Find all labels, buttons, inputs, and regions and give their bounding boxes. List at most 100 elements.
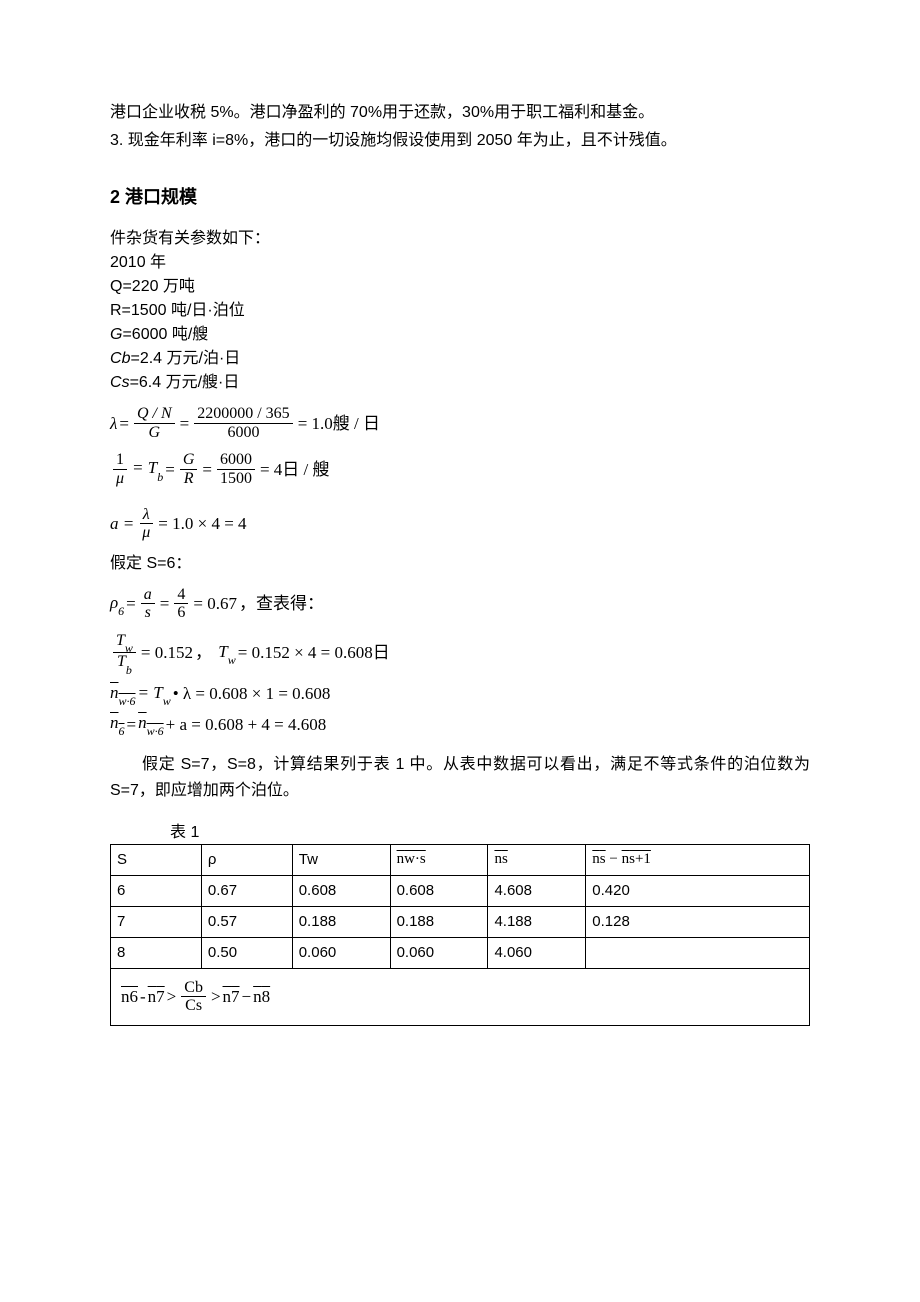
rho6-d2: 6 — [174, 604, 188, 622]
twtb-rs: T — [218, 642, 227, 661]
n6-ms: w·6 — [147, 724, 164, 738]
cell: 0.128 — [586, 906, 810, 937]
cell: 4.060 — [488, 937, 586, 968]
lambda-num2: 2200000 / 365 — [194, 405, 292, 424]
params-G-sym: G — [110, 326, 122, 343]
cell: 7 — [111, 906, 202, 937]
params-Cb-rest: =2.4 万元/泊·日 — [130, 350, 240, 367]
cell: 0.57 — [201, 906, 292, 937]
cell: 0.608 — [292, 875, 390, 906]
rho6-eq: = — [126, 595, 136, 612]
params-year: 2010 年 — [110, 251, 810, 275]
mu-n2: 6000 — [217, 451, 255, 470]
cell: 4.188 — [488, 906, 586, 937]
twtb-ns: w — [125, 641, 133, 655]
a-num: λ — [143, 506, 150, 523]
intro-line-2: 3. 现金年利率 i=8%，港口的一切设施均假设使用到 2050 年为止，且不计… — [110, 128, 810, 154]
a-lhs: a = — [110, 515, 134, 532]
cell: 0.50 — [201, 937, 292, 968]
formula-lambda: λ = Q / NG = 2200000 / 3656000 = 1.0艘 / … — [110, 405, 810, 441]
twtb-ds: b — [126, 663, 132, 677]
mu-result: = 4日 / 艘 — [260, 461, 330, 478]
n6-s: n — [110, 713, 119, 732]
twtb-n: T — [116, 632, 125, 649]
n6-rhs: + a = 0.608 + 4 = 4.608 — [166, 716, 327, 733]
rho6-res: = 0.67 — [193, 595, 237, 612]
formula-nw6: nw·6 = Tw • λ = 0.608 × 1 = 0.608 — [110, 684, 810, 704]
twtb-val: = 0.152 — [141, 644, 193, 661]
n6-sub: 6 — [119, 724, 125, 738]
table-row: 7 0.57 0.188 0.188 4.188 0.128 — [111, 906, 810, 937]
formula-TwTb: Tw Tb = 0.152 ， Tw = 0.152 × 4 = 0.608日 — [110, 632, 810, 674]
rho6-sub: 6 — [118, 604, 124, 618]
cell: 0.188 — [292, 906, 390, 937]
formula-a: a = λμ = 1.0 × 4 = 4 — [110, 506, 810, 542]
twtb-sep: ， — [195, 644, 212, 661]
n6-m: n — [138, 713, 147, 732]
mu-eq: = — [165, 461, 175, 478]
nw6-m: = T — [138, 683, 163, 702]
cell — [586, 937, 810, 968]
twtb-rhs: = 0.152 × 4 = 0.608日 — [238, 644, 390, 661]
assume-s6: 假定 S=6： — [110, 552, 810, 576]
params-Cb-sym: C — [110, 350, 122, 367]
lambda-den1: G — [149, 424, 161, 441]
rho6-n: a — [144, 586, 152, 603]
table-header-row: S ρ Tw nw·s ns ns − ns+1 — [111, 844, 810, 875]
mu-d1: R — [184, 470, 194, 487]
conclusion: 假定 S=7，S=8，计算结果列于表 1 中。从表中数据可以看出，满足不等式条件… — [110, 752, 810, 803]
params-Q: Q=220 万吨 — [110, 275, 810, 299]
table-inequality-row: n6 - n7 > Cb Cs > n7 − n8 — [111, 968, 810, 1025]
formula-mu: 1μ = Tb = GR = 60001500 = 4日 / 艘 — [110, 451, 810, 487]
th-ns: ns — [488, 844, 586, 875]
th-S: S — [111, 844, 202, 875]
params-Cb: Cb=2.4 万元/泊·日 — [110, 347, 810, 371]
params-lead: 件杂货有关参数如下： — [110, 227, 810, 251]
params-G: G=6000 吨/艘 — [110, 323, 810, 347]
page: 港口企业收税 5%。港口净盈利的 70%用于还款，30%用于职工福利和基金。 3… — [0, 0, 920, 1086]
nw6-sub: w·6 — [119, 694, 136, 708]
mu-d2: 1500 — [217, 470, 255, 488]
cell: 6 — [111, 875, 202, 906]
params-Cs-sub: s — [122, 374, 130, 391]
twtb-rss: w — [228, 653, 236, 667]
rho6-d: s — [145, 604, 151, 621]
mu-den: μ — [116, 470, 124, 487]
cell: 0.608 — [390, 875, 488, 906]
th-rho: ρ — [201, 844, 292, 875]
params-R: R=1500 吨/日·泊位 — [110, 299, 810, 323]
cell: 0.67 — [201, 875, 292, 906]
mu-mid-sub: b — [157, 470, 163, 484]
params-G-rest: =6000 吨/艘 — [122, 326, 208, 343]
cell: 8 — [111, 937, 202, 968]
params-Cs-sym: C — [110, 374, 122, 391]
mu-mid: = T — [132, 458, 157, 477]
table-1: S ρ Tw nw·s ns ns − ns+1 6 0.67 0.608 0.… — [110, 844, 810, 1026]
nw6-rhs: • λ = 0.608 × 1 = 0.608 — [173, 685, 331, 702]
cell: 0.060 — [292, 937, 390, 968]
th-Tw: Tw — [292, 844, 390, 875]
params-Cs: Cs=6.4 万元/艘·日 — [110, 371, 810, 395]
n6-eq: = — [127, 716, 137, 733]
params-Cs-rest: =6.4 万元/艘·日 — [130, 374, 240, 391]
nw6-s: n — [110, 683, 119, 702]
twtb-d: T — [117, 653, 126, 670]
mu-num: 1 — [113, 451, 127, 470]
rho6-lhs: ρ — [110, 593, 118, 612]
rho6-tail: ，查表得： — [239, 595, 324, 612]
table1-caption: 表 1 — [170, 818, 810, 842]
intro-line-1: 港口企业收税 5%。港口净盈利的 70%用于还款，30%用于职工福利和基金。 — [110, 100, 810, 126]
cell: 0.188 — [390, 906, 488, 937]
cell: 4.608 — [488, 875, 586, 906]
lambda-den2: 6000 — [224, 424, 262, 442]
inequality-cell: n6 - n7 > Cb Cs > n7 − n8 — [111, 968, 810, 1025]
formula-rho6: ρ6 = as = 46 = 0.67 ，查表得： — [110, 586, 810, 622]
cell: 0.060 — [390, 937, 488, 968]
lambda-result: = 1.0艘 / 日 — [298, 415, 380, 432]
nw6-ms: w — [163, 694, 171, 708]
table-row: 8 0.50 0.060 0.060 4.060 — [111, 937, 810, 968]
a-den: μ — [142, 524, 150, 541]
a-rhs: = 1.0 × 4 = 4 — [158, 515, 246, 532]
cell: 0.420 — [586, 875, 810, 906]
th-nws: nw·s — [390, 844, 488, 875]
